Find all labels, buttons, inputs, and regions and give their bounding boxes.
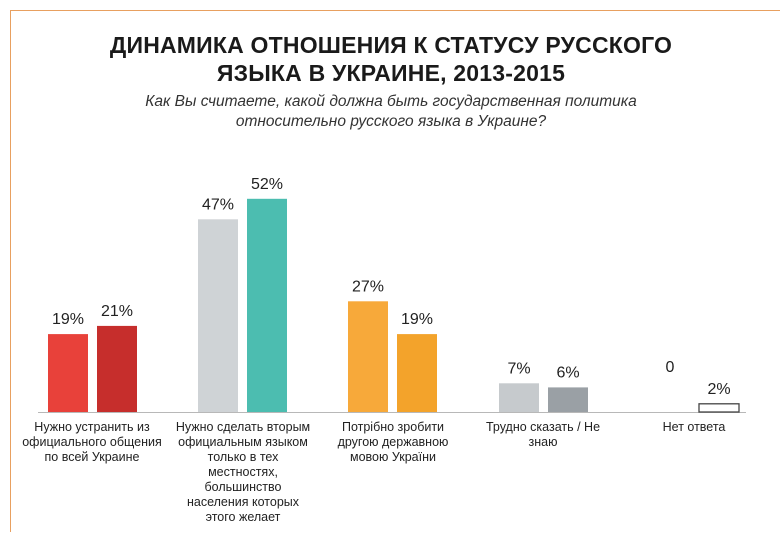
chart-title-line2: ЯЗЫКА В УКРАИНЕ, 2013-2015 [216, 60, 566, 86]
bar-4-series-1 [499, 383, 539, 412]
chart-subtitle: Как Вы считаете, какой должна быть госуд… [145, 93, 637, 110]
category-label-3: Потрібно зробити другою державною мовою … [337, 420, 449, 464]
bar-2-series-2 [247, 198, 287, 412]
data-label-3-series-1: 27% [352, 278, 384, 295]
category-label-1: Нужно устранить из официального общения … [22, 420, 162, 464]
bar-1-series-2 [97, 325, 137, 412]
data-label-3-series-2: 19% [401, 311, 433, 328]
data-label-5-series-1: 0 [666, 359, 675, 376]
category-label-5: Нет ответа [662, 420, 726, 434]
chart-title: ДИНАМИКА ОТНОШЕНИЯ К СТАТУСУ РУССКОГО [109, 32, 673, 58]
bar-3-series-2 [397, 334, 437, 412]
chart-frame [10, 10, 780, 532]
data-label-2-series-2: 52% [251, 176, 283, 193]
bar-4-series-2 [548, 387, 588, 412]
data-label-2-series-1: 47% [202, 196, 234, 213]
bar-1-series-1 [48, 334, 88, 412]
bar-2-series-1 [198, 219, 238, 412]
data-label-1-series-2: 21% [101, 303, 133, 320]
category-label-4: Трудно сказать / Не знаю [485, 420, 601, 449]
bar-5-series-2 [698, 403, 740, 413]
data-label-1-series-1: 19% [52, 311, 84, 328]
category-label-2: Нужно сделать вторым официальным языком … [175, 420, 311, 524]
chart-subtitle-line2: относительно русского языка в Украине? [235, 113, 547, 130]
data-label-4-series-2: 6% [556, 364, 579, 381]
data-label-5-series-2: 2% [707, 381, 730, 398]
bar-3-series-1 [348, 301, 388, 412]
data-label-4-series-1: 7% [507, 360, 530, 377]
